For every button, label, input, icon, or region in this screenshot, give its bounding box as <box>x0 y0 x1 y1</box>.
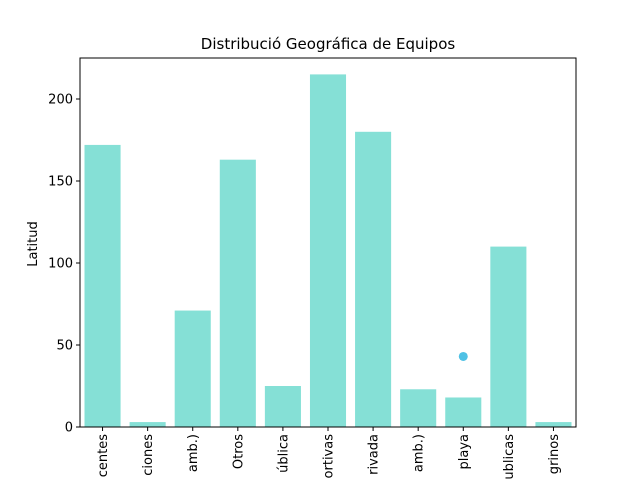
chart-title: Distribució Geográfica de Equipos <box>201 35 456 53</box>
x-tick-label: amb.) <box>412 434 427 472</box>
bar <box>129 422 166 427</box>
bar <box>84 144 121 428</box>
bar <box>264 386 301 427</box>
y-tick-label: 50 <box>56 339 73 354</box>
bars-group <box>84 74 572 428</box>
x-axis-ticks: centes ciones amb.) Otros ública ortivas rivad… <box>96 427 562 480</box>
y-tick-label: 200 <box>48 93 73 108</box>
bar <box>535 422 572 427</box>
bar <box>174 310 211 427</box>
points-group <box>458 351 468 361</box>
x-tick-label: ciones <box>141 434 156 476</box>
x-tick-label: ublicas <box>502 434 517 480</box>
bar <box>490 246 527 427</box>
bar <box>219 159 256 427</box>
bar <box>445 397 482 427</box>
y-tick-label: 0 <box>65 421 73 436</box>
y-tick-label: 100 <box>48 257 73 272</box>
bar <box>309 74 347 428</box>
x-tick-label: ública <box>276 434 291 473</box>
y-tick-label: 150 <box>48 175 73 190</box>
x-tick-label: ortivas <box>322 434 337 479</box>
y-axis-ticks: 0 50 100 150 200 <box>48 93 80 436</box>
scatter-point <box>458 351 468 361</box>
x-tick-label: playa <box>457 434 472 470</box>
x-tick-label: grinos <box>547 434 562 474</box>
x-tick-label: centes <box>96 434 111 477</box>
x-tick-label: Otros <box>231 434 246 469</box>
plot-frame <box>79 57 577 428</box>
x-tick-label: rivada <box>367 434 382 475</box>
y-axis-label: Latitud <box>26 221 41 267</box>
x-tick-label: amb.) <box>186 434 201 472</box>
bar <box>355 131 392 428</box>
bar <box>400 389 437 427</box>
